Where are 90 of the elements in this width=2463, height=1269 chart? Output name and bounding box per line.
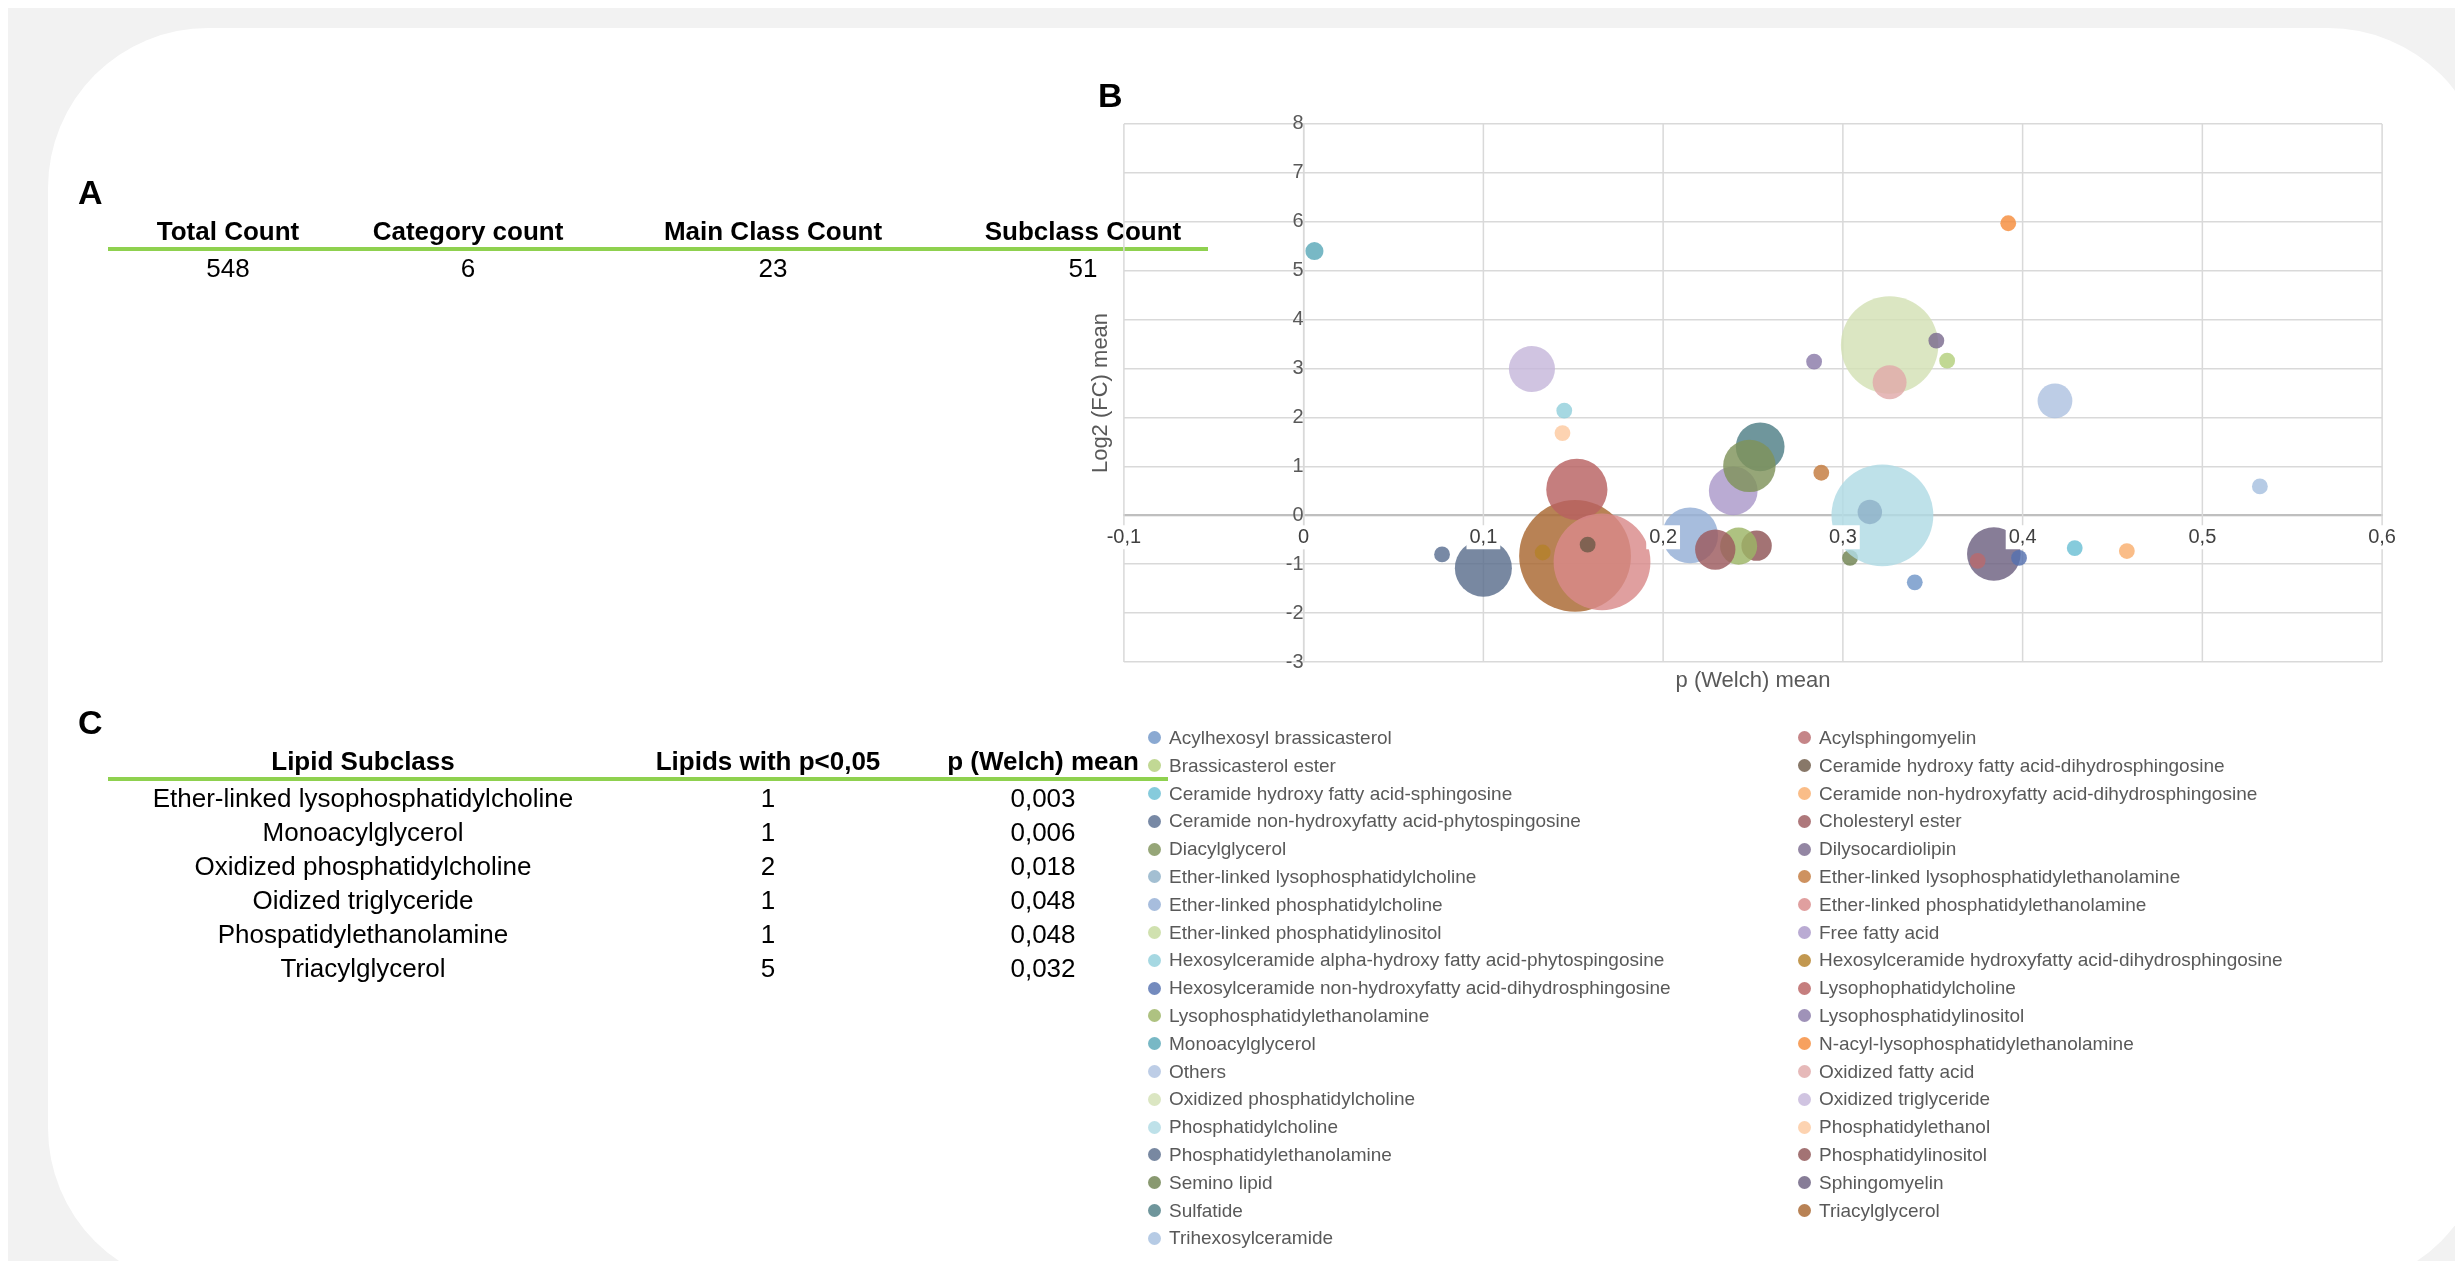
legend-label: Diacylglycerol bbox=[1169, 837, 1287, 862]
text: 6 bbox=[460, 253, 476, 283]
x-tick-label: 0,3 bbox=[1828, 524, 1857, 547]
text: 0,003 bbox=[1010, 783, 1076, 813]
text: 5 bbox=[760, 953, 776, 983]
legend-label: Sulfatide bbox=[1169, 1198, 1243, 1223]
y-tick-label: -1 bbox=[1285, 551, 1304, 574]
text: 0,048 bbox=[1010, 885, 1076, 915]
legend-label: Ether-linked lysophosphatidylethanolamine bbox=[1819, 865, 2181, 889]
text: Monoacylglycerol bbox=[262, 817, 464, 847]
text: 1 bbox=[760, 783, 776, 813]
text: 0,018 bbox=[1010, 851, 1076, 881]
y-tick-label: 6 bbox=[1292, 209, 1304, 232]
y-tick-label: 4 bbox=[1292, 307, 1304, 330]
legend-label: Hexosylceramide non-hydroxyfatty acid-dihydrosphingosine bbox=[1169, 976, 1671, 1001]
legend-label: Brassicasterol ester bbox=[1169, 753, 1336, 778]
x-tick-label: 0,5 bbox=[2188, 524, 2217, 547]
legend-label: Ceramide hydroxy fatty acid-sphingosine bbox=[1169, 781, 1513, 806]
legend-label: Sphingomyelin bbox=[1819, 1170, 1944, 1195]
legend-label: Dilysocardiolipin bbox=[1819, 837, 1957, 862]
x-axis-title: p (Welch) mean bbox=[1675, 667, 1831, 693]
legend-label: Oxidized triglyceride bbox=[1819, 1087, 1991, 1112]
category-label: Category count bbox=[371, 216, 565, 247]
text: Oxidized phosphatidylcholine bbox=[194, 851, 532, 881]
legend-label: Lysophosphatidylinositol bbox=[1819, 1003, 2025, 1028]
legend-label: Semino lipid bbox=[1169, 1170, 1273, 1195]
category-label: Lipid Subclass bbox=[270, 746, 456, 777]
text: 0,006 bbox=[1010, 817, 1076, 847]
legend-label: Oxidized fatty acid bbox=[1819, 1059, 1975, 1084]
y-axis-title: Log2 (FC) mean bbox=[1086, 312, 1112, 474]
legend-label: Cholesteryl ester bbox=[1819, 809, 1962, 834]
text: 51 bbox=[1068, 253, 1098, 283]
legend-label: Oxidized phosphatidylcholine bbox=[1169, 1087, 1416, 1112]
legend-label: Ether-linked phosphatidylcholine bbox=[1169, 892, 1443, 917]
legend-label: Ether-linked phosphatidylethanolamine bbox=[1819, 892, 2147, 917]
category-label: Main Class Count bbox=[662, 216, 884, 247]
text: 1 bbox=[760, 919, 776, 949]
text: Triacylglycerol bbox=[280, 953, 446, 983]
legend-label: Hexosylceramide hydroxyfatty acid-dihydrosphingosine bbox=[1819, 948, 2283, 973]
legend-label: Ether-linked lysophosphatidylcholine bbox=[1169, 865, 1477, 889]
legend-label: Free fatty acid bbox=[1819, 920, 1940, 945]
legend-label: Monoacylglycerol bbox=[1169, 1031, 1316, 1056]
y-tick-label: 3 bbox=[1292, 356, 1304, 379]
legend-label: Ether-linked phosphatidylinositol bbox=[1169, 920, 1442, 945]
legend-label: Others bbox=[1169, 1059, 1227, 1084]
y-tick-label: 5 bbox=[1292, 258, 1304, 281]
text: 0,048 bbox=[1010, 919, 1076, 949]
text: Phospatidylethanolamine bbox=[217, 919, 509, 949]
y-tick-label: -2 bbox=[1285, 600, 1304, 623]
legend-label: Phosphatidylinositol bbox=[1819, 1142, 1987, 1167]
x-tick-label: 0,2 bbox=[1649, 524, 1678, 547]
legend-label: Trihexosylceramide bbox=[1169, 1226, 1334, 1251]
category-label: Subclass Count bbox=[983, 216, 1183, 247]
legend-label: Lysophosphatidylethanolamine bbox=[1169, 1003, 1430, 1028]
y-tick-label: 0 bbox=[1292, 502, 1304, 525]
text: Ether-linked lysophosphatidylcholine bbox=[152, 783, 574, 813]
x-tick-label: -0,1 bbox=[1106, 524, 1142, 547]
legend-label: Ceramide non-hydroxyfatty acid-phytospingosine bbox=[1169, 809, 1581, 834]
legend-label: Hexosylceramide alpha-hydroxy fatty acid-phytospingosine bbox=[1169, 948, 1665, 973]
y-tick-label: 2 bbox=[1292, 404, 1304, 427]
legend-label: Acylsphingomyelin bbox=[1819, 726, 1977, 750]
text: C bbox=[78, 703, 104, 742]
legend-label: Phosphatidylethanolamine bbox=[1169, 1142, 1392, 1167]
legend-label: Lysophophatidylcholine bbox=[1819, 976, 2016, 1001]
x-tick-label: 0,4 bbox=[2008, 524, 2037, 547]
chart-title: B bbox=[1098, 75, 1123, 114]
legend-label: Triacylglycerol bbox=[1819, 1198, 1940, 1223]
legend-label: Phosphatidylethanol bbox=[1819, 1115, 1991, 1140]
category-label: p (Welch) mean bbox=[946, 746, 1140, 777]
text: A bbox=[78, 173, 104, 212]
text: 2 bbox=[760, 851, 776, 881]
y-tick-label: 1 bbox=[1292, 453, 1304, 476]
text: 0,032 bbox=[1010, 953, 1076, 983]
text: Oidized triglyceride bbox=[252, 885, 474, 915]
text: 1 bbox=[760, 885, 776, 915]
category-label: Total Count bbox=[155, 216, 301, 247]
legend-label: Ceramide hydroxy fatty acid-dihydrosphingosine bbox=[1819, 753, 2225, 778]
y-tick-label: 8 bbox=[1292, 111, 1304, 134]
y-tick-label: -3 bbox=[1285, 649, 1304, 672]
legend-label: Phosphatidylcholine bbox=[1169, 1115, 1339, 1140]
text: 1 bbox=[760, 817, 776, 847]
legend-label: Acylhexosyl brassicasterol bbox=[1169, 726, 1392, 750]
legend-label: N-acyl-lysophosphatidylethanolamine bbox=[1819, 1031, 2134, 1056]
text: 548 bbox=[206, 253, 250, 283]
x-tick-label: 0,6 bbox=[2368, 524, 2397, 547]
y-tick-label: 7 bbox=[1292, 160, 1304, 183]
x-tick-label: 0,1 bbox=[1469, 524, 1498, 547]
legend-label: Ceramide non-hydroxyfatty acid-dihydrosphingosine bbox=[1819, 781, 2258, 806]
category-label: Lipids with p<0,05 bbox=[654, 746, 882, 777]
text: 23 bbox=[758, 253, 788, 283]
